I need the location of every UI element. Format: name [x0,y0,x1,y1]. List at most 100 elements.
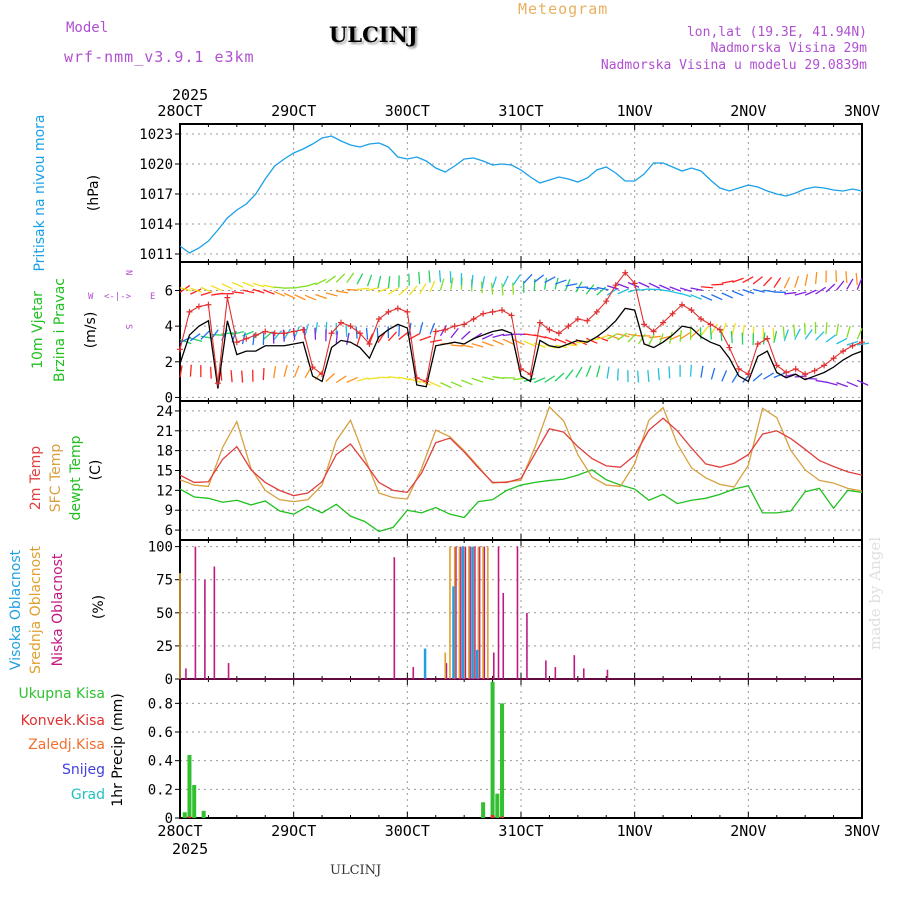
wind-barb [679,287,692,293]
wind-barb [856,379,869,386]
wind-barb [523,273,533,284]
wind-barb [492,333,505,339]
y-tick-label: 2 [165,355,173,371]
wind-barb [668,366,671,379]
wind-barb [502,333,515,337]
footer-station-label: ULCINJ [330,863,382,878]
wind-barb [429,339,442,343]
wind-barb [617,288,629,295]
x-tick-label-top: 2NOV [730,102,766,120]
wind-barb [492,339,504,346]
wind-barb [814,271,818,285]
wind-barb [669,286,682,292]
wind-gust-marker [366,340,373,347]
wind-gust-marker [252,332,259,339]
wind-speed-line [179,307,863,389]
cloud-high-title: Visoka Oblacnost [8,549,24,670]
wind-barb [241,370,244,383]
wind-barb [429,322,436,335]
temp-unit: (C) [88,460,104,481]
wind-gust-marker [716,326,723,333]
wind-gust-marker [508,312,515,319]
wind-barb [596,334,609,341]
y-tick-label: 1014 [139,217,173,233]
x-tick-label-top: 30OCT [385,102,430,120]
wind-barb [544,336,557,342]
wind-title-1: 10m Vjetar [30,291,46,369]
x-tick-label-top: 28OCT [157,102,202,120]
y-tick-label: 0.6 [148,725,173,741]
wind-barb [513,377,526,381]
wind-barb [689,364,693,377]
wind-barb [825,283,836,293]
wind-barb [345,324,348,337]
wind-barb [450,344,463,347]
pressure-unit: (hPa) [86,175,102,211]
wind-barb [533,274,545,283]
y-tick-label: 4 [165,319,173,335]
wind-barb [315,278,327,286]
wind-barb [721,322,727,335]
x-tick-label-top: 31OCT [498,102,543,120]
wind-barb [586,337,598,344]
sfc-temp-title: SFC Temp [48,444,64,513]
wind-barb [232,291,245,294]
wind-barb [638,288,651,291]
wind-barb [336,290,349,294]
wind-barb [617,283,630,289]
wind-gust-marker [243,335,250,342]
wind-gust-marker [356,330,363,337]
wind-barb [491,276,497,289]
wind-barb [669,331,673,344]
y-tick-label: 100 [148,540,173,556]
wind-barb [647,369,650,382]
y-tick-label: 1023 [139,127,173,143]
wind-gust-marker [660,319,667,326]
wind-barb [304,282,317,288]
wind-barb [461,344,474,348]
x-tick-label-bottom: 1NOV [617,822,653,840]
wind-barb [325,372,336,382]
wind-gust-marker [290,328,297,335]
wind-barb [398,331,409,340]
wind-barb [377,332,386,344]
wind-barb [596,335,609,342]
wind-barb [575,286,588,289]
wind-barb [387,331,398,342]
wind-barb [627,288,640,293]
compass-n: N [123,270,133,275]
wind-barb [230,370,233,383]
wind-barb [419,379,432,386]
wind-gust-marker [574,316,581,323]
panel-frame [179,678,863,819]
station-title: ULCINJ [329,22,418,47]
wind-barb [648,335,661,339]
wind-gust-marker [641,321,648,328]
precip-bar [201,810,206,818]
wind-barb [376,327,379,340]
wind-barb [616,368,619,381]
wind-barb [544,277,548,290]
wind-barb [783,277,791,289]
wind-gust-marker [612,282,619,289]
wind-gust-marker [518,365,524,372]
wind-barb [763,372,775,380]
wind-gust-marker [489,308,496,315]
wind-barb [242,289,255,294]
wind-gust-marker [840,348,847,355]
precip-bar [500,816,505,818]
wind-barb [794,328,801,340]
wind-gust-marker [764,335,771,342]
model-label: Model [66,20,109,36]
legend-hail: Grad [71,787,105,803]
wind-barb [398,286,409,296]
wind-barb [409,378,421,384]
wind-gust-marker [432,328,439,335]
wind-barb [481,333,494,340]
panel-frame [179,123,863,263]
wind-gust-marker [499,307,506,314]
wind-barb [450,277,454,290]
wind-barb [314,327,317,340]
wind-barb [335,331,339,344]
x-tick-label-bottom: 29OCT [271,822,316,840]
